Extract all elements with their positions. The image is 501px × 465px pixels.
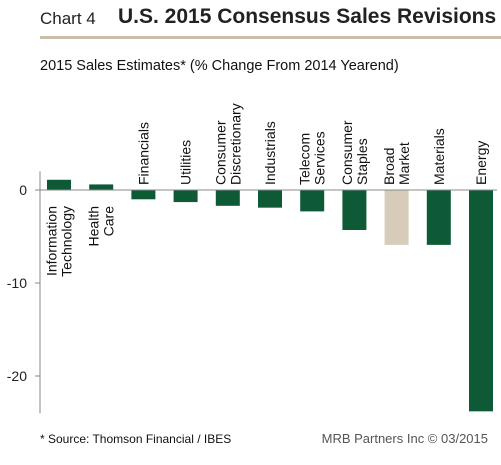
bar — [300, 190, 325, 212]
category-label-line: Discretionary — [227, 103, 243, 185]
category-label: Financials — [135, 122, 151, 185]
y-tick-label: 0 — [19, 182, 27, 198]
chart-subtitle: 2015 Sales Estimates* (% Change From 201… — [40, 58, 399, 74]
bar — [173, 190, 198, 203]
y-tick-label: -10 — [7, 275, 27, 291]
category-label-line: Consumer — [212, 120, 228, 185]
copyright-credit: MRB Partners Inc © 03/2015 — [321, 431, 488, 446]
category-label: Consumer Discretionary — [212, 103, 243, 185]
category-label-line: Utilities — [178, 140, 194, 185]
category-label: Consumer Staples — [339, 120, 370, 185]
source-note: * Source: Thomson Financial / IBES — [40, 432, 232, 446]
category-label: Energy — [473, 141, 489, 185]
category-label: Materials — [431, 128, 447, 185]
bar — [215, 190, 240, 206]
category-label-line: Services — [312, 131, 328, 185]
bar — [47, 179, 71, 190]
category-label-line: Market — [396, 142, 412, 185]
category-label: Information Technology — [44, 206, 75, 277]
bar — [89, 184, 114, 190]
category-label-line: Energy — [473, 141, 489, 185]
title-rule — [40, 36, 501, 39]
bar — [258, 190, 282, 208]
category-label-line: Telecom — [297, 133, 313, 185]
category-label-line: Staples — [354, 138, 370, 185]
bar — [384, 190, 409, 245]
chart-title: U.S. 2015 Consensus Sales Revisions — [118, 5, 497, 28]
category-label-line: Technology — [59, 206, 75, 277]
category-label: Health Care — [86, 206, 117, 247]
category-label-line: Materials — [431, 128, 447, 185]
category-label-line: Industrials — [262, 121, 278, 185]
category-label-line: Broad — [381, 148, 397, 185]
bar — [426, 190, 451, 245]
chart-header: Chart 4 U.S. 2015 Consensus Sales Revisi… — [40, 4, 501, 34]
bar — [342, 190, 367, 230]
y-tick-label: -20 — [7, 368, 27, 384]
category-label-line: Information — [44, 206, 60, 276]
bar — [131, 190, 156, 200]
category-label-line: Health — [86, 206, 102, 246]
category-label: Telecom Services — [297, 131, 328, 185]
chart-number: Chart 4 — [40, 9, 96, 28]
category-label-line: Financials — [135, 122, 151, 185]
category-label-line: Consumer — [339, 120, 355, 185]
bar — [469, 190, 493, 412]
category-label: Broad Market — [381, 142, 412, 185]
category-label: Industrials — [262, 121, 278, 185]
category-label-line: Care — [101, 206, 117, 237]
category-label: Utilities — [178, 140, 194, 185]
